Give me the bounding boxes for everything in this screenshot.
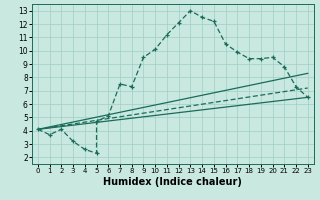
X-axis label: Humidex (Indice chaleur): Humidex (Indice chaleur) bbox=[103, 177, 242, 187]
